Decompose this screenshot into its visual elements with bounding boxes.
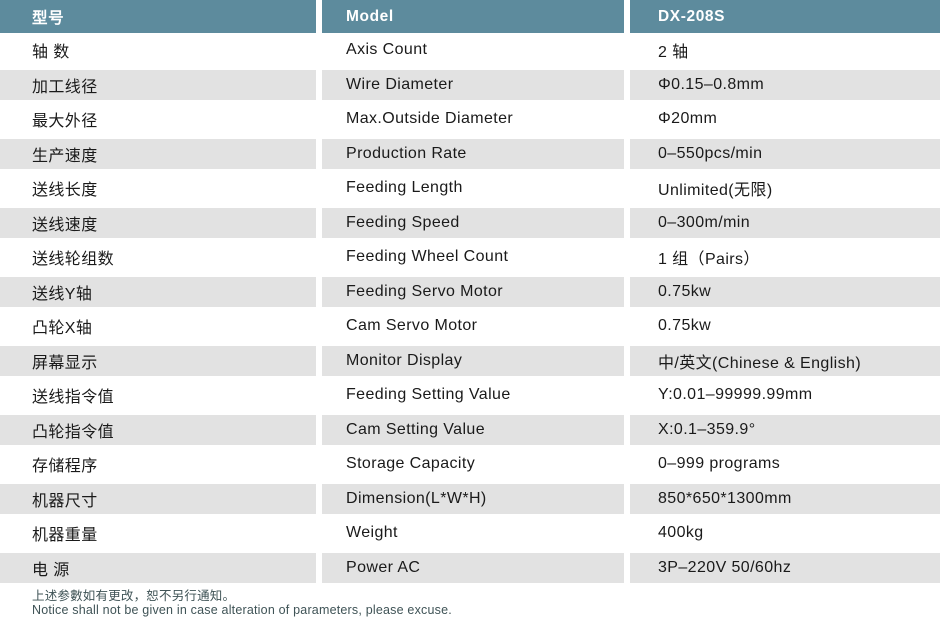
header-model-value: DX-208S: [630, 0, 940, 33]
table-row: 轴 数 Axis Count 2 轴: [0, 33, 940, 68]
cell-label-en: Axis Count: [322, 33, 624, 68]
cell-label-en: Cam Servo Motor: [322, 309, 624, 344]
cell-value: 3P–220V 50/60hz: [630, 550, 940, 585]
cell-value: 中/英文(Chinese & English): [630, 343, 940, 378]
table-row: 送线速度 Feeding Speed 0–300m/min: [0, 205, 940, 240]
cell-value: 2 轴: [630, 33, 940, 68]
cell-label-cn: 生产速度: [0, 136, 316, 171]
cell-label-en: Feeding Wheel Count: [322, 240, 624, 275]
cell-value: 1 组（Pairs）: [630, 240, 940, 275]
table-row: 屏幕显示 Monitor Display 中/英文(Chinese & Englis…: [0, 343, 940, 378]
header-model-en: Model: [322, 0, 624, 33]
cell-label-cn: 加工线径: [0, 67, 316, 102]
cell-value: 0–550pcs/min: [630, 136, 940, 171]
footer-note-cn: 上述参數如有更改，恕不另行通知。: [32, 589, 236, 603]
table-row: 最大外径 Max.Outside Diameter Φ20mm: [0, 102, 940, 137]
cell-label-en: Production Rate: [322, 136, 624, 171]
cell-value: 850*650*1300mm: [630, 481, 940, 516]
cell-label-cn: 凸轮X轴: [0, 309, 316, 344]
cell-label-cn: 送线轮组数: [0, 240, 316, 275]
cell-value: 400kg: [630, 516, 940, 551]
spec-table: 型号 Model DX-208S 轴 数 Axis Count 2 轴加工线径 Wir…: [0, 0, 940, 585]
table-row: 凸轮指令值 Cam Setting Value X:0.1–359.9°: [0, 412, 940, 447]
table-row: 加工线径 Wire Diameter Φ0.15–0.8mm: [0, 67, 940, 102]
cell-label-cn: 最大外径: [0, 102, 316, 137]
cell-label-en: Weight: [322, 516, 624, 551]
cell-label-cn: 送线速度: [0, 205, 316, 240]
table-body: 轴 数 Axis Count 2 轴加工线径 Wire Diameter Φ0.15–0…: [0, 33, 940, 585]
cell-label-en: Feeding Length: [322, 171, 624, 206]
table-row: 电 源 Power AC 3P–220V 50/60hz: [0, 550, 940, 585]
cell-label-en: Feeding Setting Value: [322, 378, 624, 413]
cell-value: 0.75kw: [630, 274, 940, 309]
cell-label-en: Storage Capacity: [322, 447, 624, 482]
cell-label-en: Power AC: [322, 550, 624, 585]
cell-value: Y:0.01–99999.99mm: [630, 378, 940, 413]
cell-label-cn: 机器尺寸: [0, 481, 316, 516]
cell-label-cn: 送线Y轴: [0, 274, 316, 309]
table-row: 生产速度 Production Rate 0–550pcs/min: [0, 136, 940, 171]
cell-label-cn: 存储程序: [0, 447, 316, 482]
cell-label-cn: 凸轮指令值: [0, 412, 316, 447]
cell-label-cn: 轴 数: [0, 33, 316, 68]
cell-value: Φ0.15–0.8mm: [630, 67, 940, 102]
cell-label-en: Dimension(L*W*H): [322, 481, 624, 516]
table-row: 送线指令值 Feeding Setting Value Y:0.01–99999.9…: [0, 378, 940, 413]
table-row: 送线长度 Feeding Length Unlimited(无限): [0, 171, 940, 206]
table-header-row: 型号 Model DX-208S: [0, 0, 940, 33]
cell-label-cn: 送线长度: [0, 171, 316, 206]
table-row: 机器重量 Weight 400kg: [0, 516, 940, 551]
table-row: 送线Y轴 Feeding Servo Motor 0.75kw: [0, 274, 940, 309]
footer-note: 上述参數如有更改，恕不另行通知。 Notice shall not be giv…: [0, 585, 940, 617]
cell-value: Unlimited(无限): [630, 171, 940, 206]
header-model-cn: 型号: [0, 0, 316, 33]
cell-value: X:0.1–359.9°: [630, 412, 940, 447]
cell-value: Φ20mm: [630, 102, 940, 137]
cell-value: 0–999 programs: [630, 447, 940, 482]
footer-note-en: Notice shall not be given in case altera…: [32, 602, 452, 617]
cell-label-cn: 电 源: [0, 550, 316, 585]
cell-label-cn: 机器重量: [0, 516, 316, 551]
cell-value: 0–300m/min: [630, 205, 940, 240]
cell-label-cn: 屏幕显示: [0, 343, 316, 378]
table-row: 凸轮X轴 Cam Servo Motor 0.75kw: [0, 309, 940, 344]
table-row: 机器尺寸 Dimension(L*W*H) 850*650*1300mm: [0, 481, 940, 516]
cell-label-en: Cam Setting Value: [322, 412, 624, 447]
cell-value: 0.75kw: [630, 309, 940, 344]
table-row: 存储程序 Storage Capacity 0–999 programs: [0, 447, 940, 482]
cell-label-en: Max.Outside Diameter: [322, 102, 624, 137]
cell-label-en: Monitor Display: [322, 343, 624, 378]
cell-label-cn: 送线指令值: [0, 378, 316, 413]
cell-label-en: Feeding Servo Motor: [322, 274, 624, 309]
table-row: 送线轮组数 Feeding Wheel Count 1 组（Pairs）: [0, 240, 940, 275]
cell-label-en: Wire Diameter: [322, 67, 624, 102]
cell-label-en: Feeding Speed: [322, 205, 624, 240]
